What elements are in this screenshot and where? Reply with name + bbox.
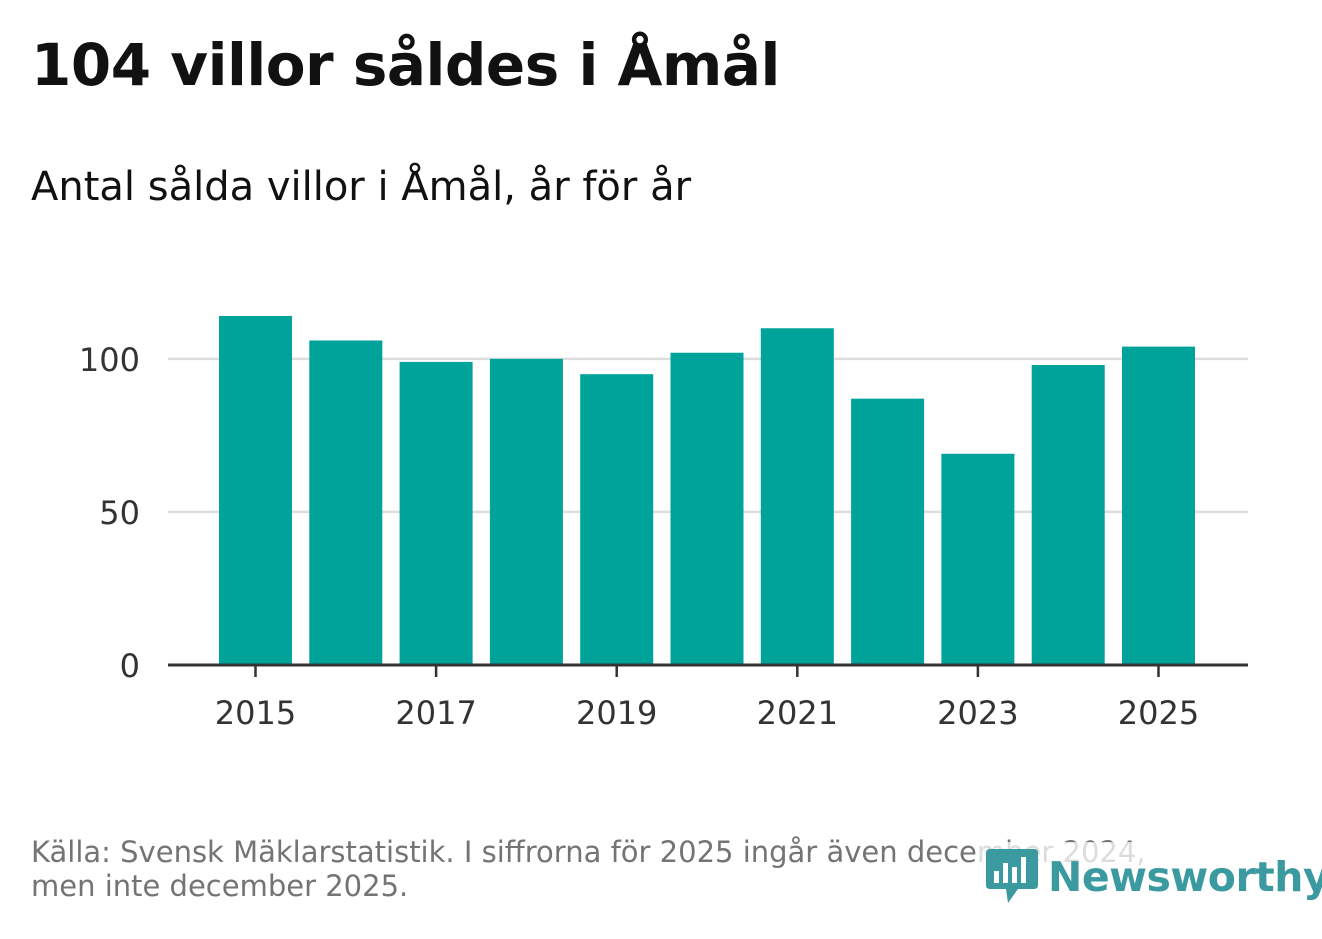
bar-2019: [580, 374, 654, 665]
newsworthy-logo-icon: [986, 849, 1038, 903]
bar-2022: [851, 398, 925, 665]
bar-2016: [309, 340, 383, 665]
bar-2017: [399, 361, 473, 665]
brand-name: Newsworthy: [1048, 853, 1322, 901]
bar-2020: [670, 352, 744, 665]
x-tick-label: 2017: [395, 694, 476, 732]
x-tick-label: 2021: [757, 694, 838, 732]
x-tick-label: 2025: [1118, 694, 1199, 732]
bar-2015: [219, 316, 292, 665]
x-tick-label: 2015: [215, 694, 296, 732]
x-tick-label: 2023: [937, 694, 1018, 732]
source-line-2: men inte december 2025.: [31, 868, 409, 903]
x-tick-label: 2019: [576, 694, 657, 732]
bar-2025: [1122, 346, 1195, 665]
y-tick-label: 100: [79, 341, 140, 379]
bar-2018: [489, 358, 563, 665]
bar-2023: [941, 453, 1015, 665]
source-note: Källa: Svensk Mäklarstatistik. I siffror…: [31, 835, 1231, 904]
y-tick-label: 0: [120, 647, 140, 685]
tick-labels: 0 50 100 2015 2017 2019 2021 2023 2025: [79, 341, 1199, 732]
brand-logo: Newsworthy: [978, 842, 1322, 912]
axes: [168, 663, 1248, 677]
chart-title: 104 villor såldes i Åmål: [31, 31, 780, 99]
bars: [219, 316, 1195, 665]
bar-chart: 0 50 100 2015 2017 2019 2021 2023 2025: [79, 316, 1248, 732]
bar-2024: [1031, 364, 1105, 665]
chart-subtitle: Antal sålda villor i Åmål, år för år: [31, 164, 692, 210]
source-line-1: Källa: Svensk Mäklarstatistik. I siffror…: [31, 835, 1146, 869]
bar-2021: [760, 328, 834, 665]
y-tick-label: 50: [99, 494, 140, 532]
